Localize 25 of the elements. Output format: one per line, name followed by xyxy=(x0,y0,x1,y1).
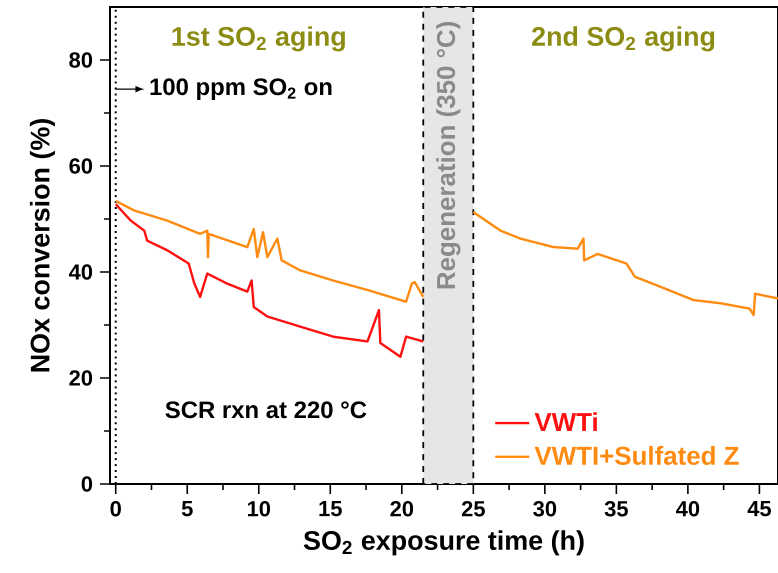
x-tick-label: 30 xyxy=(533,501,556,517)
y-axis-title: NOx conversion (%) xyxy=(30,119,55,372)
legend-label: VWTI+Sulfated Z xyxy=(534,446,739,465)
x-tick-label: 0 xyxy=(110,501,121,517)
annotation: SCR rxn at 220 °C xyxy=(165,401,366,418)
x-tick-label: 40 xyxy=(676,501,700,517)
y-tick-label: 0 xyxy=(82,476,92,492)
x-tick-label: 5 xyxy=(182,501,193,516)
legend-label: VWTi xyxy=(534,412,597,431)
band-label: Regeneration (350 °C) xyxy=(436,22,460,288)
x-tick-label: 35 xyxy=(604,501,628,517)
x-tick-label: 20 xyxy=(390,501,414,517)
ref-line-label: 100 ppm SO$_{2}$ on xyxy=(150,78,332,100)
annotation: 1st SO$_{2}$ aging xyxy=(172,26,345,52)
y-tick-label: 20 xyxy=(69,370,92,386)
x-tick-label: 15 xyxy=(319,501,342,516)
x-tick-label: 45 xyxy=(748,501,771,516)
annotation: 2nd SO$_{2}$ aging xyxy=(532,26,714,52)
x-tick-label: 10 xyxy=(248,501,270,517)
y-tick-label: 60 xyxy=(69,158,92,174)
y-tick-label: 80 xyxy=(69,52,92,68)
x-axis-title: SO$_{2}$ exposure time (h) xyxy=(304,530,584,556)
line-series xyxy=(114,202,424,358)
x-tick-label: 25 xyxy=(462,501,485,517)
y-tick-label: 40 xyxy=(68,264,92,280)
